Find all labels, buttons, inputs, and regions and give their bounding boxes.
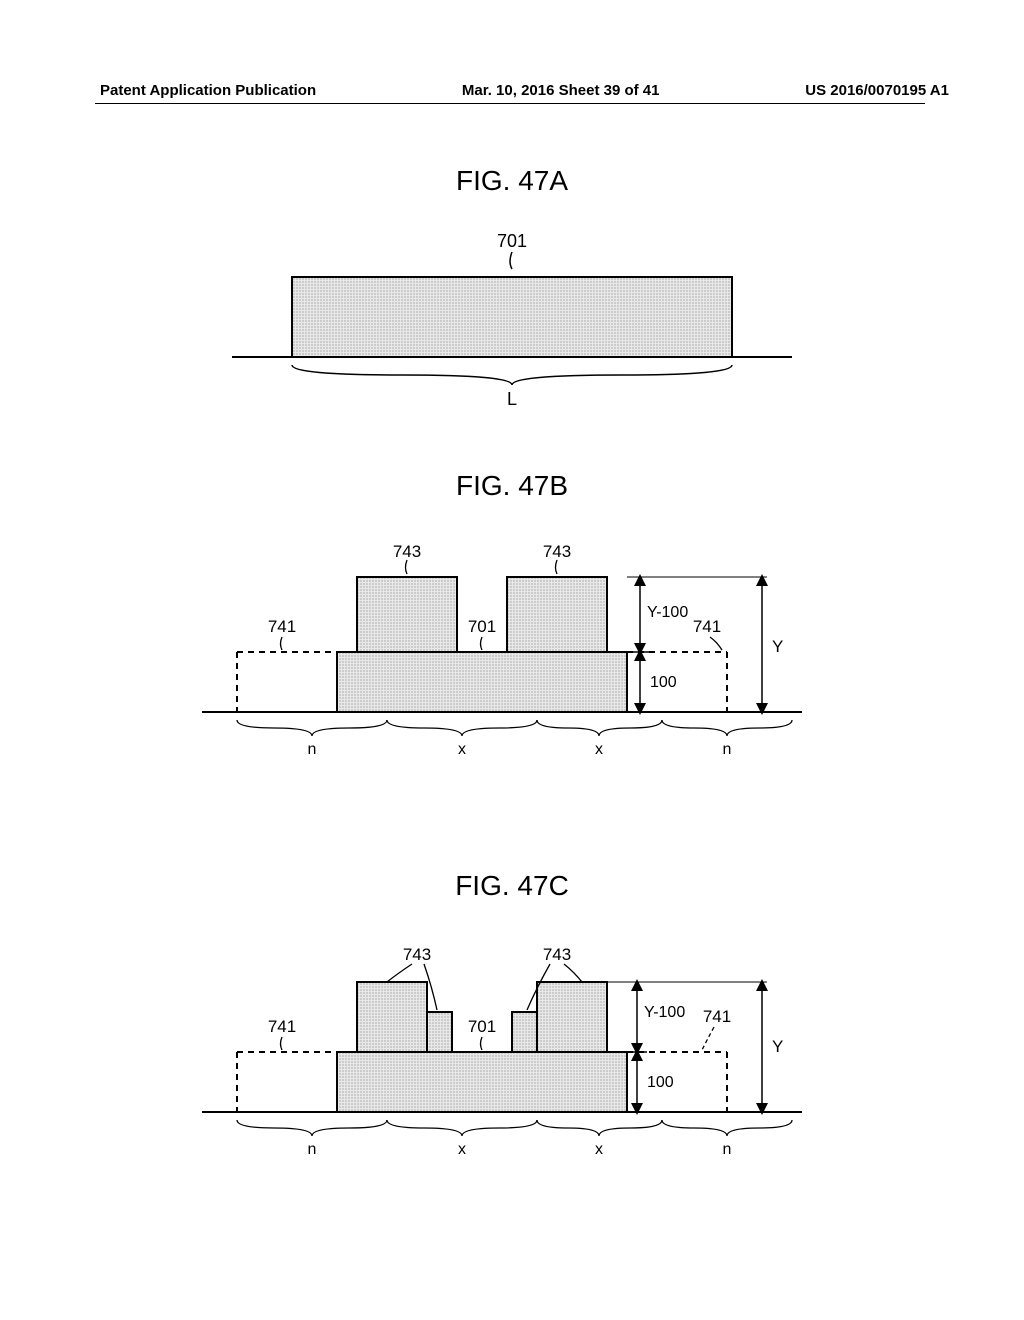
brace-x-left-c: x [458, 1141, 466, 1158]
label-741-left-c: 741 [268, 1017, 296, 1036]
header-left: Patent Application Publication [100, 82, 316, 99]
fig-title-a: FIG. 47A [0, 165, 1024, 197]
header-rule [95, 103, 925, 104]
figure-47c: FIG. 47C 743 [0, 870, 1024, 1182]
dim-y-c: Y [772, 1037, 783, 1056]
label-743-right: 743 [543, 542, 571, 561]
brace-x-left: x [458, 741, 466, 758]
label-743-right-c: 743 [543, 945, 571, 964]
fig-title-b: FIG. 47B [0, 470, 1024, 502]
dim-y-100: Y-100 [647, 604, 688, 621]
dim-100-c: 100 [647, 1074, 674, 1091]
figure-47b: FIG. 47B 743 743 [0, 470, 1024, 782]
label-743-left-c: 743 [403, 945, 431, 964]
label-743-left: 743 [393, 542, 421, 561]
label-741-right: 741 [693, 617, 721, 636]
fig-c-svg: 743 743 741 741 701 Y-100 100 Y n x x [162, 902, 862, 1182]
brace-n-right-c: n [723, 1141, 732, 1158]
brace-n-right: n [723, 741, 732, 758]
fig-a-svg: 701 L [212, 197, 812, 407]
dim-y-100-c: Y-100 [644, 1004, 685, 1021]
fig-b-svg: 743 743 741 741 701 Y-100 100 Y n x x n [162, 502, 862, 782]
label-701-b: 701 [468, 617, 496, 636]
dim-100: 100 [650, 674, 677, 691]
brace-x-right-c: x [595, 1141, 603, 1158]
figure-47a: FIG. 47A 701 L [0, 165, 1024, 407]
label-741-left: 741 [268, 617, 296, 636]
fig-title-c: FIG. 47C [0, 870, 1024, 902]
label-701-c: 701 [468, 1017, 496, 1036]
brace-x-right: x [595, 741, 603, 758]
dim-y: Y [772, 637, 783, 656]
label-741-right-c: 741 [703, 1007, 731, 1026]
header-center: Mar. 10, 2016 Sheet 39 of 41 [462, 82, 660, 99]
brace-l: L [507, 389, 517, 407]
brace-n-left: n [308, 741, 317, 758]
patent-header: Patent Application Publication Mar. 10, … [0, 82, 1024, 99]
header-right: US 2016/0070195 A1 [805, 82, 949, 99]
brace-n-left-c: n [308, 1141, 317, 1158]
label-701: 701 [497, 231, 527, 251]
